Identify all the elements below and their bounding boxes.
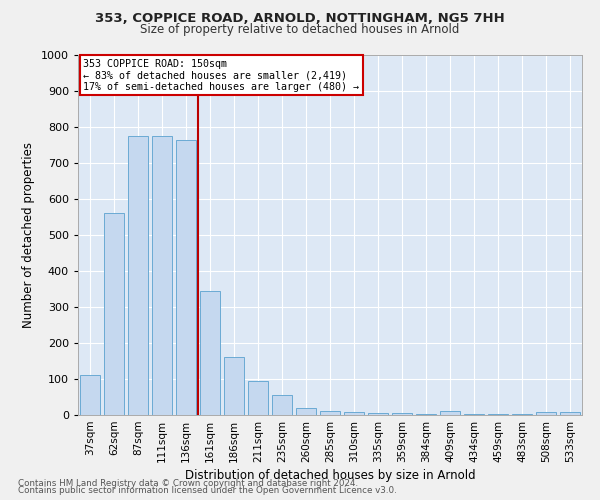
Bar [128,136,148,415]
Bar [560,412,580,415]
Bar [296,408,316,415]
Bar [464,414,484,415]
Bar [152,136,172,415]
Bar [200,291,220,415]
Bar [104,214,124,415]
Bar [368,413,388,415]
Bar [392,413,412,415]
Text: Contains public sector information licensed under the Open Government Licence v3: Contains public sector information licen… [18,486,397,495]
Bar [224,358,244,415]
Bar [416,414,436,415]
Bar [344,412,364,415]
Bar [80,376,100,415]
Y-axis label: Number of detached properties: Number of detached properties [22,142,35,328]
X-axis label: Distribution of detached houses by size in Arnold: Distribution of detached houses by size … [185,469,475,482]
Bar [512,414,532,415]
Text: Contains HM Land Registry data © Crown copyright and database right 2024.: Contains HM Land Registry data © Crown c… [18,478,358,488]
Bar [176,140,196,415]
Bar [272,395,292,415]
Bar [440,412,460,415]
Text: Size of property relative to detached houses in Arnold: Size of property relative to detached ho… [140,22,460,36]
Bar [320,410,340,415]
Bar [488,414,508,415]
Bar [536,412,556,415]
Text: 353 COPPICE ROAD: 150sqm
← 83% of detached houses are smaller (2,419)
17% of sem: 353 COPPICE ROAD: 150sqm ← 83% of detach… [83,58,359,92]
Text: 353, COPPICE ROAD, ARNOLD, NOTTINGHAM, NG5 7HH: 353, COPPICE ROAD, ARNOLD, NOTTINGHAM, N… [95,12,505,26]
Bar [248,381,268,415]
